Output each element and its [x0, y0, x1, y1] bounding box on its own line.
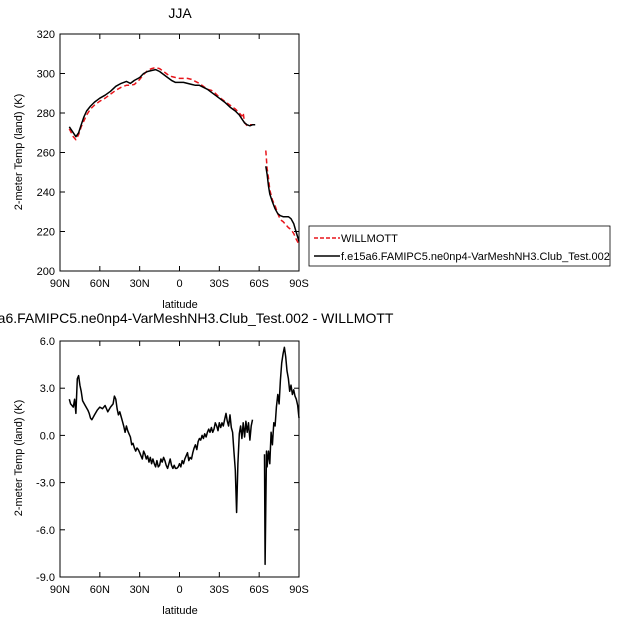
bottom-panel-difference-chart: f.e15a6.FAMIPC5.ne0np4-VarMeshNH3.Club_T… — [0, 310, 394, 617]
legend-label-willmott: WILLMOTT — [341, 233, 398, 245]
top-x-axis-label: latitude — [162, 299, 197, 311]
top-series-group — [68, 66, 300, 245]
top-y-tick-label: 200 — [37, 266, 55, 278]
bottom-x-tick-label: 60S — [249, 584, 269, 596]
top-series-0-line-segment-0 — [68, 66, 256, 141]
bottom-series-0-line-segment-1 — [263, 346, 300, 566]
bottom-x-axis-label: latitude — [162, 605, 197, 617]
bottom-series-group — [68, 346, 300, 566]
top-y-axis-label: 2-meter Temp (land) (K) — [13, 94, 25, 211]
bottom-x-tick-label: 60N — [90, 584, 110, 596]
top-x-tick-label: 90N — [50, 278, 70, 290]
bottom-x-tick-label: 0 — [176, 584, 182, 596]
bottom-y-tick-label: -9.0 — [36, 572, 55, 584]
bottom-y-tick-label: 6.0 — [40, 336, 55, 348]
bottom-y-tick-label: 3.0 — [40, 383, 55, 395]
top-axis-ticks: 90N 60N 30N 0 30S 60S 90S 200 220 240 260 280 300 320 — [37, 29, 309, 290]
top-x-tick-label: 90S — [289, 278, 309, 290]
top-x-tick-label: 30S — [210, 278, 230, 290]
top-y-tick-label: 220 — [37, 227, 55, 239]
top-x-tick-label: 60S — [249, 278, 269, 290]
bottom-axis-ticks: 90N 60N 30N 0 30S 60S 90S -9.0 -6.0 -3.0 0.0 3.0 6.0 — [36, 336, 309, 596]
top-series-1-line-segment-0 — [68, 68, 256, 138]
top-x-tick-label: 30N — [130, 278, 150, 290]
top-chart-legend: WILLMOTT f.e15a6.FAMIPC5.ne0np4-VarMeshN… — [308, 225, 611, 267]
bottom-y-axis-label: 2-meter Temp (land) (K) — [13, 400, 25, 517]
bottom-y-tick-label: -6.0 — [36, 525, 55, 537]
top-series-1-line-segment-1 — [265, 166, 300, 242]
bottom-series-0-line-segment-0 — [68, 374, 254, 514]
top-x-tick-label: 0 — [176, 278, 182, 290]
bottom-x-tick-label: 90N — [50, 584, 70, 596]
top-y-tick-label: 280 — [37, 108, 55, 120]
bottom-plot-frame — [59, 340, 300, 578]
top-series-0-line-segment-1 — [265, 150, 300, 245]
legend-box — [308, 225, 611, 267]
top-x-tick-label: 60N — [90, 278, 110, 290]
bottom-x-tick-label: 30N — [130, 584, 150, 596]
legend-label-model: f.e15a6.FAMIPC5.ne0np4-VarMeshNH3.Club_T… — [341, 251, 610, 263]
top-y-tick-label: 260 — [37, 148, 55, 160]
top-y-tick-label: 320 — [37, 29, 55, 41]
top-panel-temperature-chart: JJA 90N 60N 30N 0 30S 60S 90S 200 220 240 260 280 30… — [13, 5, 309, 311]
top-y-tick-label: 300 — [37, 69, 55, 81]
top-y-tick-label: 240 — [37, 187, 55, 199]
top-plot-frame — [59, 33, 300, 272]
bottom-y-tick-label: -3.0 — [36, 478, 55, 490]
bottom-chart-title: f.e15a6.FAMIPC5.ne0np4-VarMeshNH3.Club_T… — [0, 310, 394, 326]
bottom-x-tick-label: 90S — [289, 584, 309, 596]
bottom-x-tick-label: 30S — [210, 584, 230, 596]
bottom-y-tick-label: 0.0 — [40, 430, 55, 442]
top-chart-title: JJA — [168, 5, 192, 21]
